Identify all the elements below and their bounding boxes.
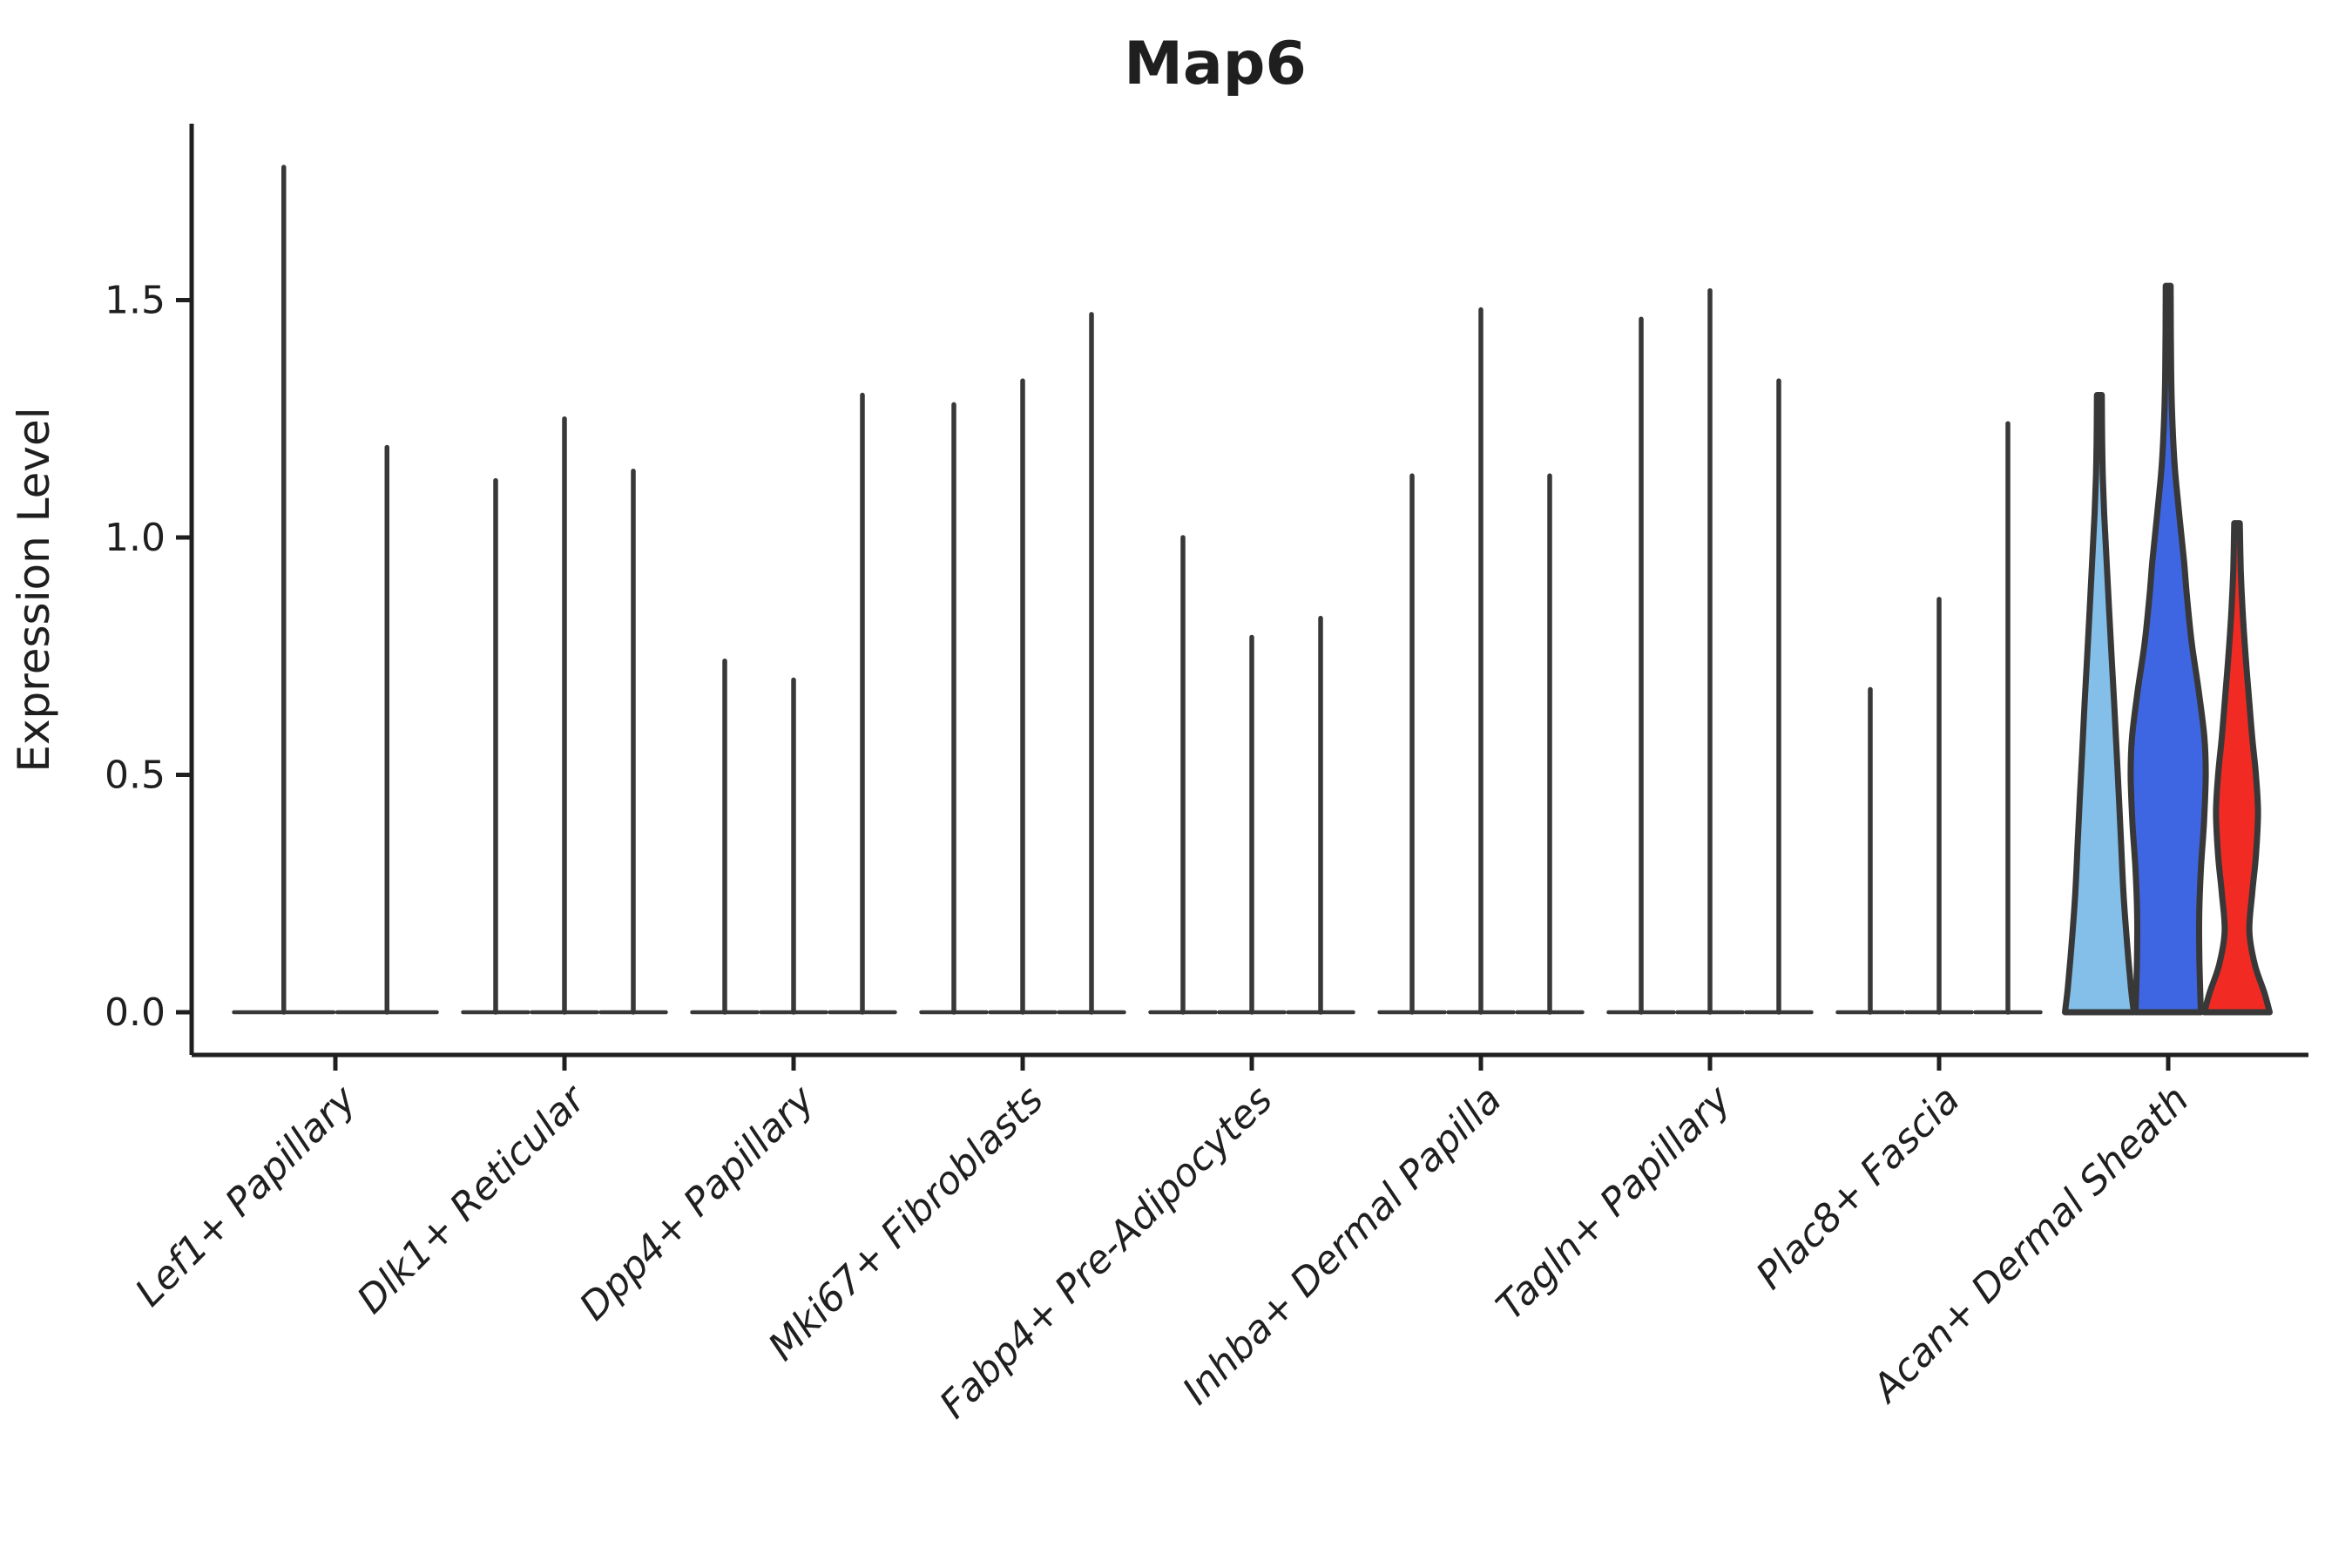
y-tick-label: 0.0 [105, 990, 166, 1035]
violin-category [1606, 287, 1814, 1015]
violin-filled [2127, 282, 2209, 1016]
violin-category [2062, 282, 2273, 1016]
violin-category [1148, 535, 1355, 1015]
violin-filled [2062, 392, 2137, 1016]
y-tick-label: 1.0 [105, 516, 166, 560]
violin-category [461, 416, 668, 1015]
violin-category [690, 392, 897, 1015]
violins-layer [232, 165, 2273, 1016]
y-axis-ticks: 0.0 0.5 1.0 1.5 [105, 279, 192, 1035]
violin-category [919, 312, 1126, 1015]
violin-category [1377, 307, 1585, 1015]
y-tick-label: 1.5 [105, 279, 166, 323]
violin-filled [2201, 520, 2273, 1016]
y-axis-label: Expression Level [9, 407, 59, 772]
chart-title: Map6 [1124, 30, 1307, 98]
violin-category [232, 165, 439, 1015]
violin-category [1835, 421, 2043, 1015]
y-tick-label: 0.5 [105, 754, 166, 798]
